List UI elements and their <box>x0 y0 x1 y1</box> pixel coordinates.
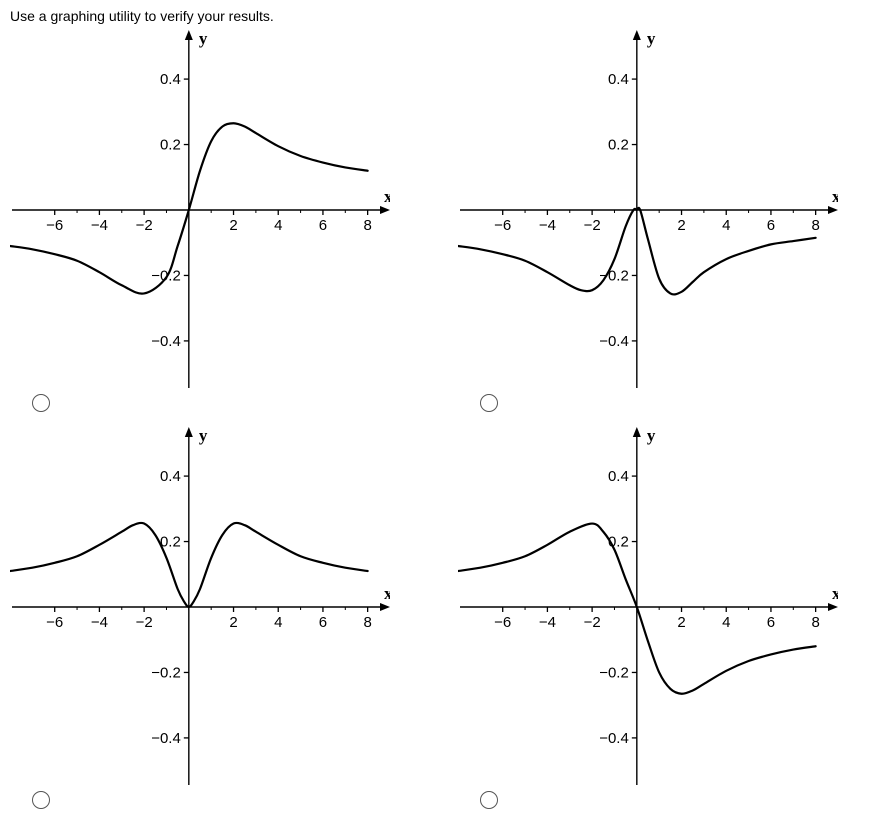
option-a: −6−4−22468−0.4−0.20.20.4yx <box>10 30 428 417</box>
option-c: −6−4−22468−0.4−0.20.20.4yx <box>10 427 428 814</box>
svg-text:6: 6 <box>767 217 775 234</box>
svg-text:6: 6 <box>319 614 327 631</box>
radio-b[interactable] <box>480 394 498 412</box>
svg-text:2: 2 <box>677 217 685 234</box>
svg-text:2: 2 <box>229 614 237 631</box>
svg-text:−2: −2 <box>136 217 153 234</box>
svg-text:6: 6 <box>767 614 775 631</box>
svg-text:0.4: 0.4 <box>160 468 181 485</box>
svg-text:8: 8 <box>811 614 819 631</box>
svg-text:−6: −6 <box>494 217 511 234</box>
svg-text:−2: −2 <box>584 614 601 631</box>
svg-text:0.2: 0.2 <box>608 137 629 154</box>
svg-text:−2: −2 <box>584 217 601 234</box>
svg-text:−6: −6 <box>494 614 511 631</box>
svg-text:0.2: 0.2 <box>160 137 181 154</box>
svg-text:−0.2: −0.2 <box>599 267 629 284</box>
svg-text:−4: −4 <box>91 614 108 631</box>
svg-text:y: y <box>199 30 208 48</box>
svg-text:0.4: 0.4 <box>608 71 629 88</box>
options-grid: −6 −4 −2 2 4 6 8 −0.4 −0.2 0.2 0.4 y x −6 −4 −2 2 4 6 8 −0.… <box>10 30 876 814</box>
plot-b: −6 −4 −2 2 4 6 8 −0.4 −0.2 0.2 0.4 y x <box>458 30 838 390</box>
svg-text:−4: −4 <box>539 217 556 234</box>
plot-d: −6−4−22468−0.4−0.20.20.4yx <box>458 427 838 787</box>
svg-text:−2: −2 <box>136 614 153 631</box>
svg-text:−0.4: −0.4 <box>151 333 181 350</box>
svg-text:y: y <box>199 427 208 445</box>
svg-text:x: x <box>384 584 390 603</box>
svg-text:−0.4: −0.4 <box>599 333 629 350</box>
svg-text:6: 6 <box>319 217 327 234</box>
svg-text:8: 8 <box>363 614 371 631</box>
svg-text:8: 8 <box>811 217 819 234</box>
svg-text:0.4: 0.4 <box>160 71 181 88</box>
svg-text:x: x <box>384 187 390 206</box>
svg-text:4: 4 <box>722 217 730 234</box>
svg-text:8: 8 <box>363 217 371 234</box>
svg-text:−6: −6 <box>46 614 63 631</box>
svg-text:−0.2: −0.2 <box>151 664 181 681</box>
svg-text:−4: −4 <box>539 614 556 631</box>
radio-c[interactable] <box>32 791 50 809</box>
svg-text:−0.4: −0.4 <box>599 730 629 747</box>
svg-text:2: 2 <box>229 217 237 234</box>
instruction-text: Use a graphing utility to verify your re… <box>10 8 876 24</box>
svg-text:−0.2: −0.2 <box>599 664 629 681</box>
svg-text:4: 4 <box>274 614 282 631</box>
option-d: −6−4−22468−0.4−0.20.20.4yx <box>458 427 876 814</box>
option-b: −6 −4 −2 2 4 6 8 −0.4 −0.2 0.2 0.4 y x <box>458 30 876 417</box>
svg-text:−4: −4 <box>91 217 108 234</box>
svg-text:0.4: 0.4 <box>608 468 629 485</box>
radio-d[interactable] <box>480 791 498 809</box>
plot-c: −6−4−22468−0.4−0.20.20.4yx <box>10 427 390 787</box>
svg-text:4: 4 <box>722 614 730 631</box>
svg-text:y: y <box>647 30 656 48</box>
radio-a[interactable] <box>32 394 50 412</box>
svg-text:−6: −6 <box>46 217 63 234</box>
svg-text:y: y <box>647 427 656 445</box>
svg-text:x: x <box>832 187 838 206</box>
svg-text:x: x <box>832 584 838 603</box>
svg-text:2: 2 <box>677 614 685 631</box>
plot-a: −6−4−22468−0.4−0.20.20.4yx <box>10 30 390 390</box>
svg-text:−0.4: −0.4 <box>151 730 181 747</box>
svg-text:4: 4 <box>274 217 282 234</box>
